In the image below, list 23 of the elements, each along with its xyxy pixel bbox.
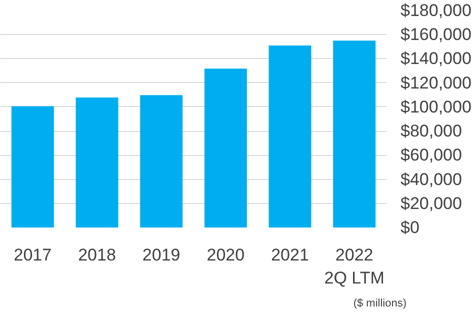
y-tick-label: $20,000	[400, 194, 462, 213]
x-tick-label: 2021	[271, 246, 309, 264]
y-tick-label: $40,000	[400, 170, 462, 189]
x-tick-label: 2019	[142, 246, 180, 264]
x-tick-label: 2017	[14, 246, 52, 264]
y-tick-label: $180,000	[400, 1, 472, 20]
x-tick-label: 2022 2Q LTM	[324, 246, 384, 288]
y-tick-label: $60,000	[400, 146, 462, 165]
bar	[333, 40, 376, 228]
y-tick-label: $140,000	[400, 49, 472, 68]
y-tick-label: $0	[400, 218, 420, 237]
text: ($ millions)	[353, 298, 407, 310]
x-tick-label: 2020	[206, 246, 245, 264]
bar	[140, 95, 183, 228]
x-tick-label: 2018	[78, 246, 116, 264]
y-tick-label: $80,000	[400, 122, 462, 141]
bar	[11, 106, 54, 228]
y-tick-label: $120,000	[400, 73, 472, 92]
bar	[268, 45, 312, 228]
bar	[76, 98, 118, 228]
y-tick-label: $160,000	[400, 25, 472, 44]
bar	[204, 68, 247, 228]
y-tick-label: $100,000	[400, 97, 472, 116]
